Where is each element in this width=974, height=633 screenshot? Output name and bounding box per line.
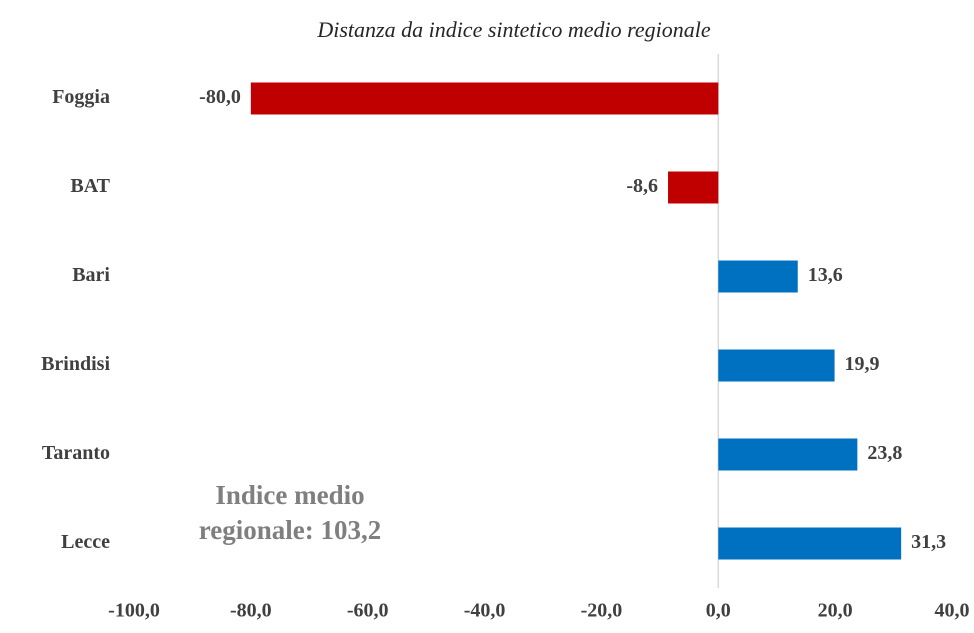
bar bbox=[718, 438, 858, 471]
x-tick-label: 0,0 bbox=[706, 600, 731, 622]
x-tick-label: 20,0 bbox=[818, 600, 853, 622]
x-tick-label: -40,0 bbox=[464, 600, 506, 622]
x-tick-label: -100,0 bbox=[108, 600, 160, 622]
x-tick-label: -20,0 bbox=[581, 600, 623, 622]
y-tick-label: BAT bbox=[70, 175, 110, 197]
value-label: 19,9 bbox=[845, 353, 880, 375]
x-tick-label: -80,0 bbox=[230, 600, 272, 622]
y-tick-label: Foggia bbox=[52, 86, 110, 108]
y-tick-label: Bari bbox=[72, 264, 110, 286]
bar bbox=[718, 527, 902, 560]
value-label: -8,6 bbox=[626, 175, 658, 197]
bar bbox=[718, 349, 835, 382]
value-label: 31,3 bbox=[911, 531, 946, 553]
y-tick-label: Lecce bbox=[61, 531, 110, 553]
chart-title: Distanza da indice sintetico medio regio… bbox=[316, 17, 711, 42]
value-label: -80,0 bbox=[199, 86, 241, 108]
value-label: 13,6 bbox=[808, 264, 843, 286]
annotation: Indice medio regionale: 103,2 bbox=[198, 480, 382, 545]
y-tick-label: Taranto bbox=[42, 442, 110, 464]
value-label: 23,8 bbox=[867, 442, 902, 464]
x-tick-label: -60,0 bbox=[347, 600, 389, 622]
y-tick-label: Brindisi bbox=[41, 353, 110, 375]
x-tick-label: 40,0 bbox=[935, 600, 970, 622]
bar bbox=[668, 171, 719, 204]
bar bbox=[250, 82, 719, 115]
bar bbox=[718, 260, 798, 293]
